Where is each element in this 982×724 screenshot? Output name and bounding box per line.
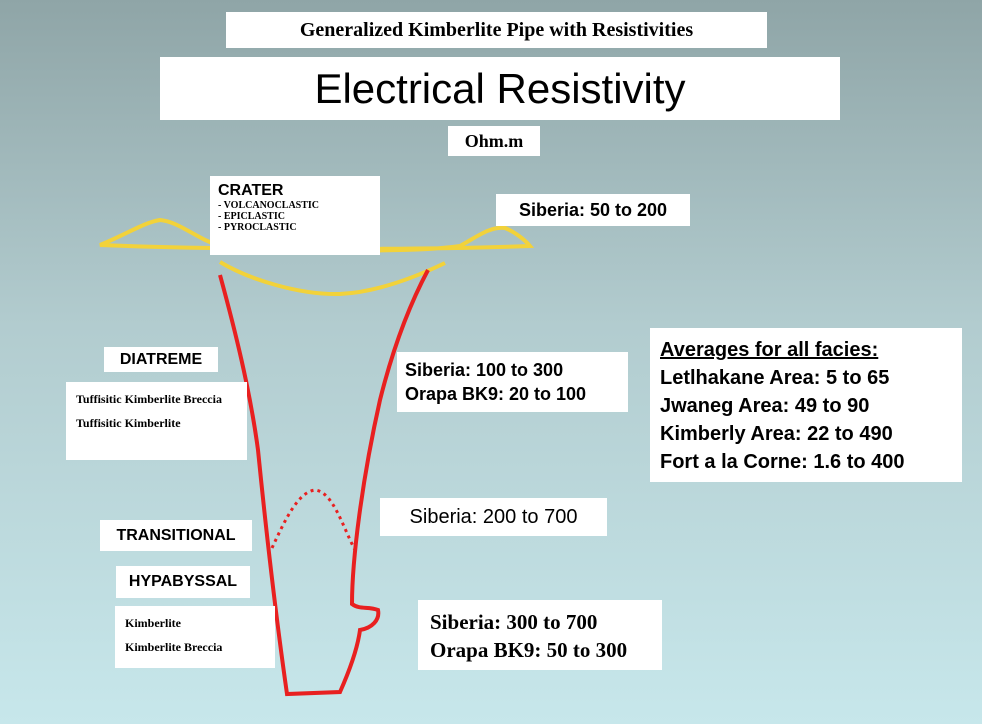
- transition-dotted: [272, 490, 355, 550]
- rock: - EPICLASTIC: [218, 211, 372, 222]
- averages-title: Averages for all facies:: [660, 336, 952, 364]
- heading: Electrical Resistivity: [160, 57, 840, 120]
- facies-name: DIATREME: [104, 347, 218, 372]
- facies-name: HYPABYSSAL: [116, 566, 250, 598]
- averages-box: Averages for all facies: Letlhakane Area…: [650, 328, 962, 482]
- resistivity: Siberia: 200 to 700: [380, 498, 607, 536]
- resistivity: Siberia: 50 to 200: [496, 194, 690, 226]
- facies-name: TRANSITIONAL: [100, 520, 252, 551]
- resistivity: Siberia: 300 to 700: [430, 608, 650, 636]
- diatreme-rocks: Tuffisitic Kimberlite Breccia Tuffisitic…: [66, 382, 247, 460]
- average: Fort a la Corne: 1.6 to 400: [660, 448, 952, 476]
- resistivity: Siberia: 100 to 300: [405, 358, 620, 382]
- hypabyssal-rocks: Kimberlite Kimberlite Breccia: [115, 606, 275, 668]
- resistivity-box: Siberia: 300 to 700 Orapa BK9: 50 to 300: [418, 600, 662, 670]
- rock: Tuffisitic Kimberlite: [76, 414, 237, 432]
- rock: - PYROCLASTIC: [218, 222, 372, 233]
- rock: Kimberlite: [125, 614, 265, 632]
- title: Generalized Kimberlite Pipe with Resisti…: [226, 12, 767, 48]
- facies-name: CRATER: [218, 182, 372, 200]
- resistivity: Orapa BK9: 20 to 100: [405, 382, 620, 406]
- average: Jwaneg Area: 49 to 90: [660, 392, 952, 420]
- unit: Ohm.m: [448, 126, 540, 156]
- average: Kimberly Area: 22 to 490: [660, 420, 952, 448]
- average: Letlhakane Area: 5 to 65: [660, 364, 952, 392]
- page: Generalized Kimberlite Pipe with Resisti…: [0, 0, 982, 724]
- crater-box: CRATER - VOLCANOCLASTIC - EPICLASTIC - P…: [210, 176, 380, 255]
- rock: - VOLCANOCLASTIC: [218, 200, 372, 211]
- rock: Tuffisitic Kimberlite Breccia: [76, 390, 226, 408]
- resistivity: Orapa BK9: 50 to 300: [430, 636, 650, 664]
- rock: Kimberlite Breccia: [125, 638, 265, 656]
- resistivity-box: Siberia: 100 to 300 Orapa BK9: 20 to 100: [397, 352, 628, 412]
